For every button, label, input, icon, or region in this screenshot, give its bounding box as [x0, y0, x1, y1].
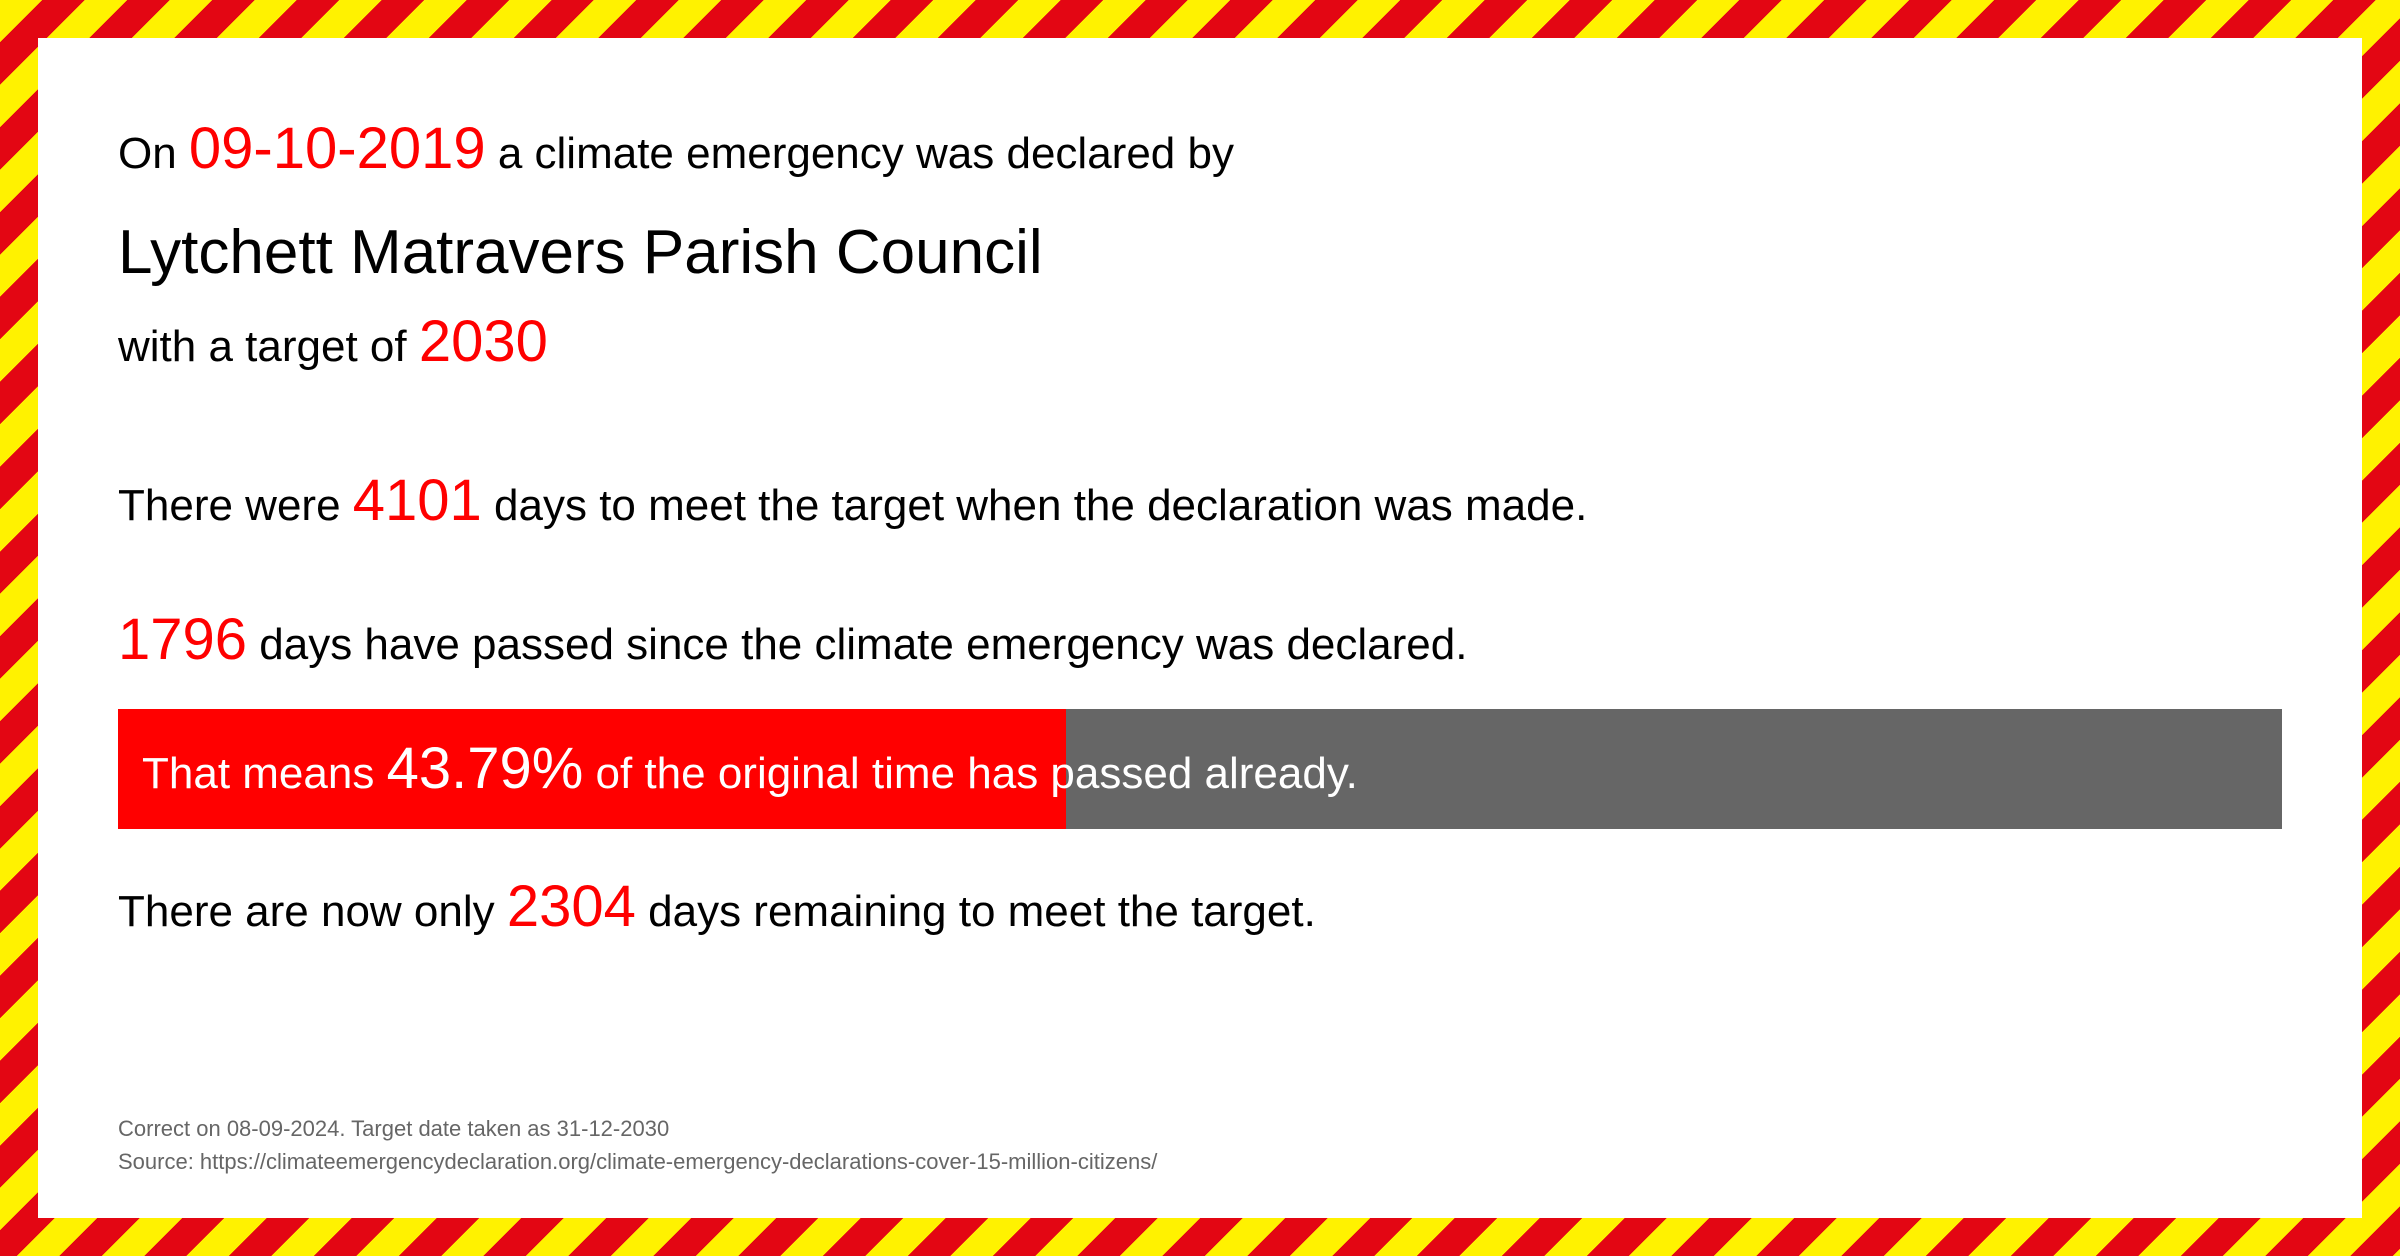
declaration-date: 09-10-2019	[189, 116, 486, 181]
days-passed-line: 1796 days have passed since the climate …	[118, 606, 2282, 673]
council-name: Lytchett Matravers Parish Council	[118, 217, 2282, 288]
remaining-value: 2304	[507, 874, 636, 939]
declaration-suffix: a climate emergency was declared by	[486, 129, 1234, 178]
footer-correct-date: Correct on 08-09-2024. Target date taken…	[118, 1112, 2282, 1145]
content-panel: On 09-10-2019 a climate emergency was de…	[38, 38, 2362, 1218]
total-days-line: There were 4101 days to meet the target …	[118, 467, 2282, 534]
footer-source: Source: https://climateemergencydeclarat…	[118, 1145, 2282, 1178]
target-line: with a target of 2030	[118, 308, 2282, 375]
declaration-line: On 09-10-2019 a climate emergency was de…	[118, 108, 2282, 189]
target-prefix: with a target of	[118, 322, 419, 371]
declaration-prefix: On	[118, 129, 189, 178]
footer: Correct on 08-09-2024. Target date taken…	[118, 1112, 2282, 1178]
remaining-suffix: days remaining to meet the target.	[636, 887, 1316, 936]
total-days-value: 4101	[353, 468, 482, 533]
remaining-prefix: There are now only	[118, 887, 507, 936]
hazard-stripe-border: On 09-10-2019 a climate emergency was de…	[0, 0, 2400, 1256]
days-passed-value: 1796	[118, 607, 247, 672]
total-days-suffix: days to meet the target when the declara…	[482, 481, 1588, 530]
days-passed-suffix: days have passed since the climate emerg…	[247, 620, 1467, 669]
progress-text: That means 43.79% of the original time h…	[118, 709, 2282, 834]
progress-suffix: of the original time has passed already.	[583, 749, 1358, 798]
progress-percentage: 43.79%	[387, 736, 584, 801]
progress-prefix: That means	[142, 749, 387, 798]
progress-bar: That means 43.79% of the original time h…	[118, 709, 2282, 829]
days-remaining-line: There are now only 2304 days remaining t…	[118, 873, 2282, 940]
target-year: 2030	[419, 309, 548, 374]
total-days-prefix: There were	[118, 481, 353, 530]
